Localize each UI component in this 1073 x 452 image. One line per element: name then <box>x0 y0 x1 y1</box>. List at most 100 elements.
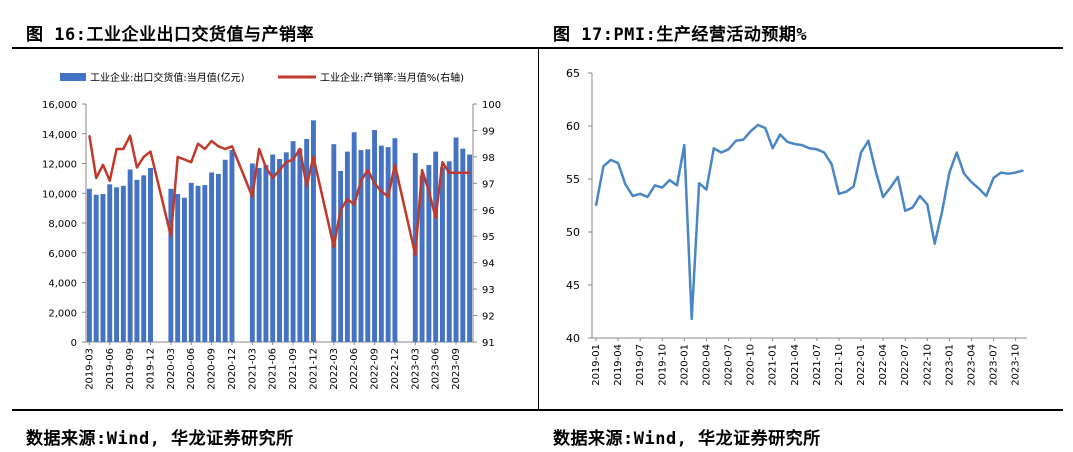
pmi-point <box>683 144 686 146</box>
sales-rate-point <box>88 134 91 137</box>
bar <box>453 137 459 342</box>
bar <box>365 149 371 342</box>
sales-rate-point <box>333 246 335 248</box>
pmi-point <box>595 204 597 207</box>
sales-rate-point <box>468 171 471 174</box>
pmi-point <box>948 171 951 174</box>
legend: 工业企业:出口交货值:当月值(亿元) 工业企业:产销率:当月值%(右轴) <box>60 71 464 84</box>
bar <box>297 148 303 342</box>
pmi-point <box>771 147 774 150</box>
x-tick-label: 2023-09 <box>451 348 462 390</box>
pmi-point <box>830 163 833 165</box>
x-tick-label: 2023-07 <box>989 344 1000 386</box>
x-tick-label: 2023-01 <box>944 344 955 386</box>
x-tick-label: 2022-01 <box>856 344 867 386</box>
x-tick-label: 2020-03 <box>166 348 177 390</box>
x-tick-label: 2022-10 <box>922 344 933 386</box>
bar <box>290 141 296 342</box>
x-tick-label: 2022-04 <box>878 344 889 386</box>
bar <box>202 185 208 342</box>
sales-rate-point <box>339 208 342 211</box>
y-left-tick-label: 10,000 <box>42 189 77 200</box>
sales-rate-point <box>421 169 423 171</box>
x-tick-label: 2021-07 <box>812 344 823 386</box>
sales-rate-point <box>183 158 186 161</box>
sales-rate-point <box>366 169 369 171</box>
sales-rate-point <box>251 195 254 198</box>
x-tick-label: 2021-12 <box>308 348 319 390</box>
bar <box>344 151 350 342</box>
pmi-point <box>904 210 907 212</box>
bar <box>283 152 289 342</box>
pmi-point <box>801 144 803 146</box>
x-tick-label: 2020-09 <box>207 348 218 390</box>
bar <box>120 185 126 342</box>
pmi-point <box>1014 171 1017 174</box>
y-right-tick-label: 97 <box>482 179 495 190</box>
pmi-point <box>705 188 708 191</box>
y-right-tick-label: 98 <box>482 153 495 164</box>
pmi-point <box>712 147 715 150</box>
legend-line-label: 工业企业:产销率:当月值%(右轴) <box>320 71 464 84</box>
bar <box>378 145 384 342</box>
pmi-point <box>624 183 627 186</box>
sales-rate-point <box>434 216 437 219</box>
x-tick-label: 2020-01 <box>679 344 690 386</box>
sales-rate-point <box>258 148 260 150</box>
sales-rate-point <box>441 161 444 163</box>
bar <box>351 132 357 342</box>
y-tick-label: 50 <box>566 226 580 239</box>
sales-rate-point <box>346 198 349 200</box>
bar <box>440 167 445 342</box>
x-tick-label: 2020-10 <box>746 344 757 386</box>
x-tick-label: 2021-09 <box>288 348 299 390</box>
pmi-point <box>720 151 722 154</box>
sales-rate-point <box>360 179 362 182</box>
bar <box>93 194 99 342</box>
pmi-point <box>852 185 855 188</box>
x-tick-label: 2023-10 <box>1011 344 1022 386</box>
sales-rate-point <box>305 185 308 187</box>
y-left-tick-label: 8,000 <box>48 219 77 230</box>
x-tick-label: 2022-06 <box>349 348 360 390</box>
x-tick-label: 2021-03 <box>247 348 258 390</box>
pmi-point <box>602 165 605 168</box>
bar <box>182 197 187 342</box>
pmi-point <box>889 186 892 189</box>
bar <box>127 169 133 342</box>
sales-rate-point <box>204 148 206 150</box>
x-tick-label: 2021-06 <box>268 348 279 390</box>
sales-rate-point <box>115 148 118 150</box>
pmi-point <box>955 151 958 154</box>
sales-rate-point <box>142 156 145 158</box>
pmi-point <box>874 170 877 173</box>
sales-rate-point <box>455 171 457 174</box>
bar <box>385 147 391 342</box>
sales-rate-point <box>299 148 301 150</box>
y-tick-label: 45 <box>566 279 580 292</box>
pmi-point <box>661 186 664 189</box>
pmi-point <box>617 162 619 164</box>
bar <box>426 164 432 342</box>
pmi-point <box>646 196 649 198</box>
sales-rate-point <box>414 253 417 256</box>
y-right-tick-label: 91 <box>482 338 495 349</box>
bar <box>188 182 194 342</box>
pmi-point <box>933 242 936 245</box>
bar <box>338 170 344 342</box>
right-source-note: 数据来源:Wind, 华龙证券研究所 <box>553 429 821 449</box>
bar <box>148 167 153 342</box>
left-source-note: 数据来源:Wind, 华龙证券研究所 <box>26 429 294 449</box>
x-tick-label: 2022-09 <box>370 348 381 390</box>
x-tick-label: 2019-04 <box>613 344 624 386</box>
y-tick-label: 40 <box>566 332 580 345</box>
sales-rate-point <box>176 156 179 158</box>
x-tick-label: 2020-12 <box>227 348 238 390</box>
y-left-tick-label: 4,000 <box>48 279 77 290</box>
pmi-point <box>992 177 995 179</box>
bar <box>358 150 364 342</box>
pmi-point <box>970 181 973 183</box>
left-chart-title: 图 16:工业企业出口交货值与产销率 <box>26 25 314 45</box>
bar <box>229 150 235 342</box>
pmi-point <box>742 138 745 141</box>
